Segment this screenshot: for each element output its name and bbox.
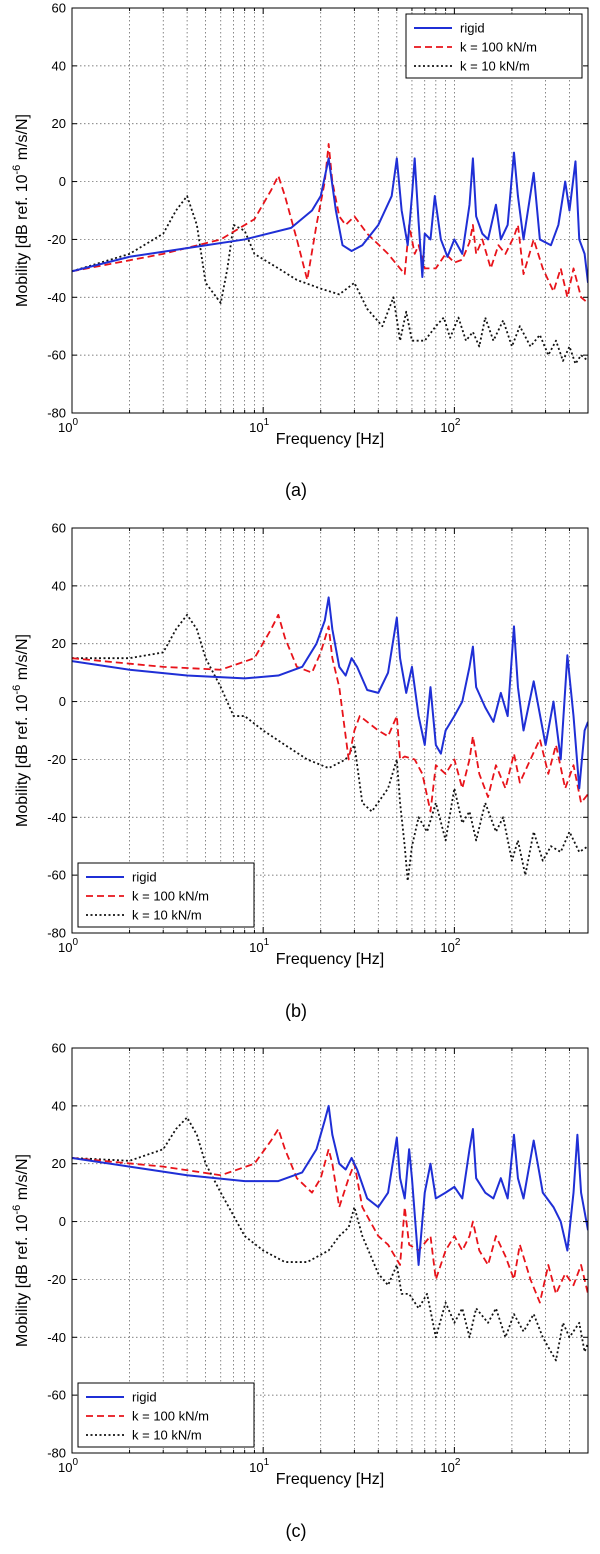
series-line-1 xyxy=(72,143,588,304)
x-tick-label: 100 xyxy=(58,417,78,435)
y-tick-label: 60 xyxy=(52,1041,66,1056)
chart-panel-2: -80 -60 -40 -20 0 20 40 60 100 101 102 Frequency [H… xyxy=(11,1041,589,1541)
y-tick-label: -80 xyxy=(47,406,66,421)
y-tick-label: 60 xyxy=(52,521,66,536)
legend-label-0: rigid xyxy=(132,870,157,885)
y-axis-label: Mobility [dB ref. 10-6 m/s/N] xyxy=(11,114,31,307)
y-tick-label: -40 xyxy=(47,810,66,825)
y-tick-label: -20 xyxy=(47,1272,66,1287)
panel-caption: (c) xyxy=(286,1521,307,1541)
panel-caption: (a) xyxy=(285,480,307,500)
series-line-0 xyxy=(72,596,588,790)
x-tick-label: 100 xyxy=(58,937,78,955)
y-tick-label: -80 xyxy=(47,926,66,941)
y-tick-label: -80 xyxy=(47,1446,66,1461)
legend-label-1: k = 100 kN/m xyxy=(132,1409,209,1424)
legend: rigid k = 100 kN/m k = 10 kN/m xyxy=(405,13,583,79)
legend-box xyxy=(77,862,255,928)
legend-label-2: k = 10 kN/m xyxy=(132,1428,202,1443)
legend-label-2: k = 10 kN/m xyxy=(460,59,530,74)
x-tick-label: 102 xyxy=(440,417,460,435)
legend-label-0: rigid xyxy=(132,1390,157,1405)
y-tick-label: 40 xyxy=(52,58,66,73)
legend-label-1: k = 100 kN/m xyxy=(132,889,209,904)
y-tick-label: 0 xyxy=(59,1214,66,1229)
x-axis-label: Frequency [Hz] xyxy=(276,1471,384,1488)
x-tick-label: 101 xyxy=(249,417,269,435)
legend-box xyxy=(77,1382,255,1448)
y-tick-label: -20 xyxy=(47,752,66,767)
x-axis-label: Frequency [Hz] xyxy=(276,951,384,968)
y-tick-label: -40 xyxy=(47,1330,66,1345)
y-tick-label: -20 xyxy=(47,232,66,247)
series-line-2 xyxy=(72,195,588,365)
legend: rigid k = 100 kN/m k = 10 kN/m xyxy=(77,1382,255,1448)
y-tick-label: 40 xyxy=(52,1098,66,1113)
y-axis-label: Mobility [dB ref. 10-6 m/s/N] xyxy=(11,1154,31,1347)
legend-box xyxy=(405,13,583,79)
x-tick-label: 100 xyxy=(58,1457,78,1475)
y-tick-label: -60 xyxy=(47,868,66,883)
legend-label-0: rigid xyxy=(460,21,485,36)
axes-box xyxy=(71,7,589,414)
legend: rigid k = 100 kN/m k = 10 kN/m xyxy=(77,862,255,928)
y-tick-label: -40 xyxy=(47,290,66,305)
chart-panel-1: -80 -60 -40 -20 0 20 40 60 100 101 102 Frequency [H… xyxy=(11,521,589,1021)
chart-panel-0: -80 -60 -40 -20 0 20 40 60 100 101 102 Frequency [H… xyxy=(11,1,589,500)
panel-caption: (b) xyxy=(285,1001,307,1021)
y-tick-label: 60 xyxy=(52,1,66,16)
x-tick-label: 102 xyxy=(440,937,460,955)
series-line-1 xyxy=(72,613,588,813)
series-line-0 xyxy=(72,1104,588,1266)
y-tick-label: 20 xyxy=(52,1156,66,1171)
x-axis-label: Frequency [Hz] xyxy=(276,431,384,448)
y-tick-label: 20 xyxy=(52,636,66,651)
axes-box xyxy=(71,527,589,934)
y-tick-label: 0 xyxy=(59,694,66,709)
axes-box xyxy=(71,1047,589,1454)
legend-label-1: k = 100 kN/m xyxy=(460,40,537,55)
y-axis-label: Mobility [dB ref. 10-6 m/s/N] xyxy=(11,634,31,827)
y-tick-label: -60 xyxy=(47,1388,66,1403)
legend-label-2: k = 10 kN/m xyxy=(132,908,202,923)
x-tick-label: 101 xyxy=(249,937,269,955)
y-tick-label: 20 xyxy=(52,116,66,131)
x-tick-label: 101 xyxy=(249,1457,269,1475)
x-tick-label: 102 xyxy=(440,1457,460,1475)
series-line-0 xyxy=(72,151,588,283)
y-tick-label: 40 xyxy=(52,578,66,593)
y-tick-label: -60 xyxy=(47,348,66,363)
y-tick-label: 0 xyxy=(59,174,66,189)
series-line-1 xyxy=(72,1128,588,1304)
series-line-2 xyxy=(72,613,588,882)
